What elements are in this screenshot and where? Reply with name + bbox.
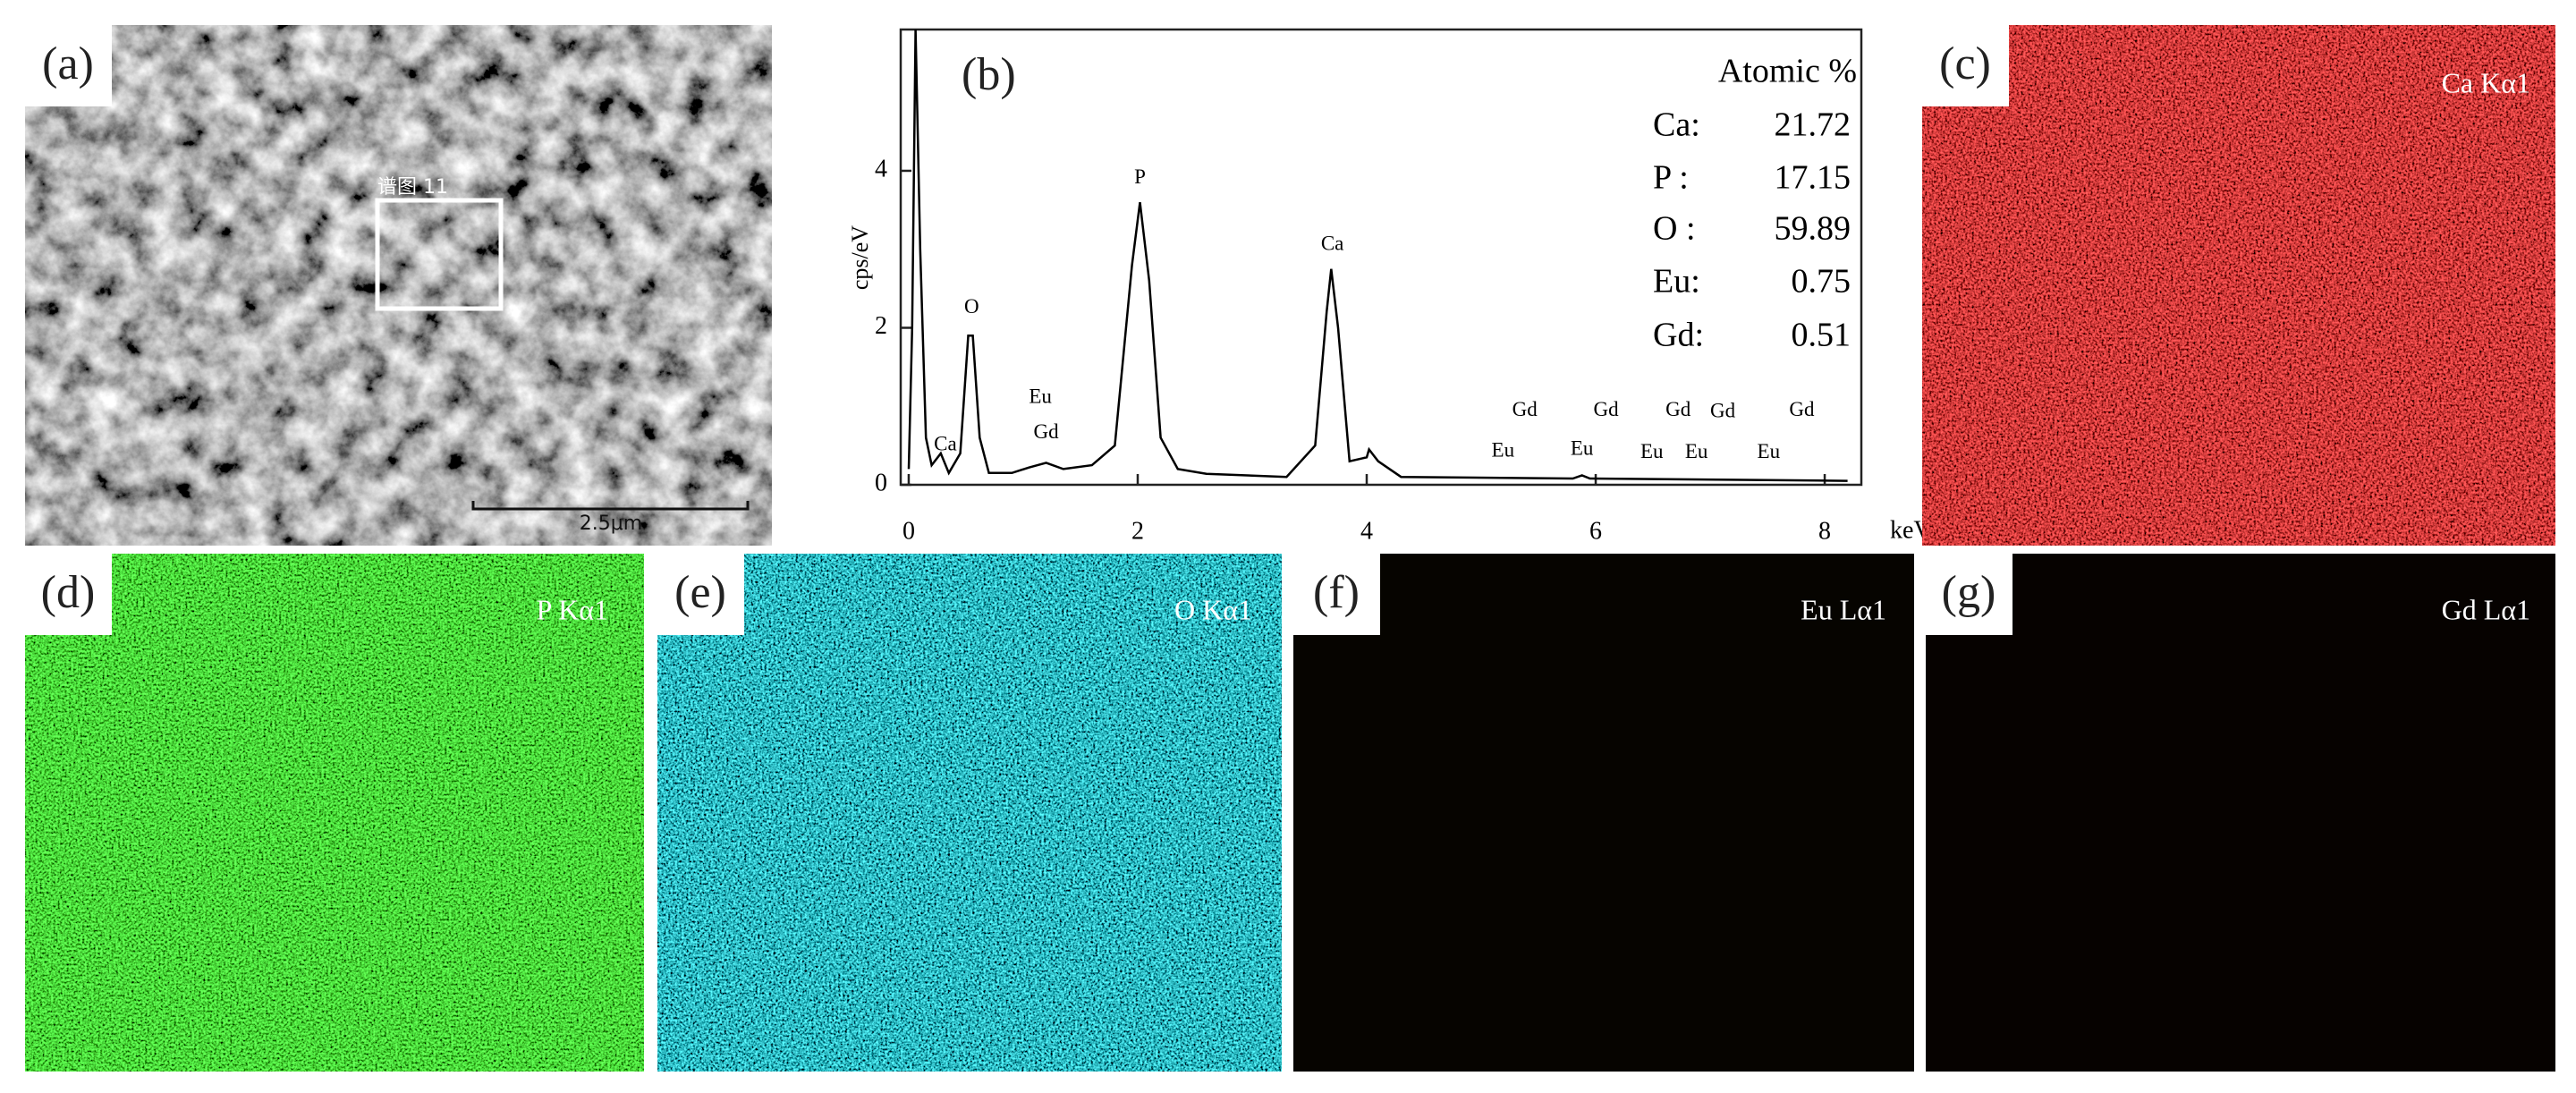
x-tick-label: 6: [1589, 517, 1602, 545]
peak-label: Eu: [1492, 438, 1515, 461]
plot-frame: [899, 28, 1863, 487]
table-element: Ca:: [1653, 106, 1700, 144]
peak-label: Eu: [1029, 386, 1052, 408]
map-title: Ca Kα1: [2442, 66, 2530, 98]
x-tick-label: 8: [1818, 517, 1831, 545]
panel-c: Ca Kα1 (c): [1922, 25, 2555, 546]
x-tick-label: 2: [1131, 517, 1144, 545]
spectrum-line: [907, 30, 1848, 482]
panel-label: (a): [42, 38, 94, 89]
map-image: [1922, 25, 2555, 546]
scale-bar-label: 2.5μm: [580, 513, 642, 535]
panel-label: (e): [674, 567, 726, 618]
table-value: 59.89: [1775, 210, 1852, 248]
panel-a: 谱图 11 2.5μm (a): [25, 25, 772, 546]
panel-label: (b): [962, 49, 1016, 100]
scale-bar: [471, 501, 750, 511]
table-value: 0.75: [1792, 263, 1852, 301]
table-value: 0.51: [1792, 317, 1852, 354]
x-tick-label: 0: [902, 517, 915, 545]
table-element: P :: [1653, 159, 1689, 197]
panel-label: (d): [41, 567, 96, 618]
peak-label: Ca: [1321, 233, 1344, 255]
table-element: Gd:: [1653, 317, 1704, 354]
map-image: [657, 554, 1282, 1072]
panel-label: (f): [1313, 567, 1360, 618]
map-dots: [1293, 554, 1914, 1072]
table-value: 17.15: [1775, 159, 1852, 197]
peak-label: Eu: [1758, 440, 1781, 462]
label-box: [25, 25, 112, 106]
panel-d: P Kα1 (d): [25, 554, 644, 1072]
table-title: Atomic %: [1718, 53, 1857, 90]
label-box: [1922, 25, 2009, 106]
panel-e: O Kα1 (e): [657, 554, 1282, 1072]
label-box: [1293, 554, 1380, 635]
region-label: 谱图 11: [377, 176, 448, 199]
peak-label: Gd: [1593, 398, 1619, 420]
table-element: Eu:: [1653, 263, 1700, 301]
y-tick-label: 0: [875, 469, 887, 496]
peak-label: Gd: [1665, 398, 1691, 420]
peak-label: Gd: [1789, 398, 1815, 420]
label-box: [1926, 554, 2012, 635]
peak-label: Eu: [1571, 437, 1594, 460]
peak-label: Ca: [934, 432, 957, 454]
table-element: O :: [1653, 210, 1696, 248]
map-title: O Kα1: [1174, 593, 1252, 625]
peak-label: Gd: [1513, 398, 1538, 420]
map-dots: [1926, 554, 2555, 1072]
panel-label: (c): [1939, 38, 1991, 89]
panel-f: Eu Lα1 (f): [1293, 554, 1914, 1072]
panel-label: (g): [1942, 567, 1996, 618]
label-box: [25, 554, 112, 635]
y-tick-label: 4: [875, 155, 887, 182]
x-tick-label: 4: [1360, 517, 1373, 545]
label-box: [657, 554, 744, 635]
peak-label: Gd: [1034, 420, 1060, 443]
map-title: Gd Lα1: [2442, 593, 2530, 625]
peak-label: O: [964, 295, 979, 318]
peak-label: Eu: [1640, 440, 1664, 462]
region-box: [375, 198, 504, 311]
panel-b: (b) cps/eV keV Atomic % 0 2 4 6 8024CaOEuGdP…: [847, 28, 1932, 545]
table-value: 21.72: [1775, 106, 1852, 144]
sem-texture: [25, 25, 772, 546]
y-axis-label: cps/eV: [847, 225, 873, 290]
peak-label: P: [1134, 165, 1146, 188]
y-tick-label: 2: [875, 312, 887, 340]
map-title: Eu Lα1: [1801, 593, 1886, 625]
peak-label: Eu: [1685, 440, 1708, 462]
panel-g: Gd Lα1 (g): [1926, 554, 2555, 1072]
map-title: P Kα1: [537, 593, 608, 625]
map-image: [25, 554, 644, 1072]
peak-label: Gd: [1710, 400, 1736, 422]
